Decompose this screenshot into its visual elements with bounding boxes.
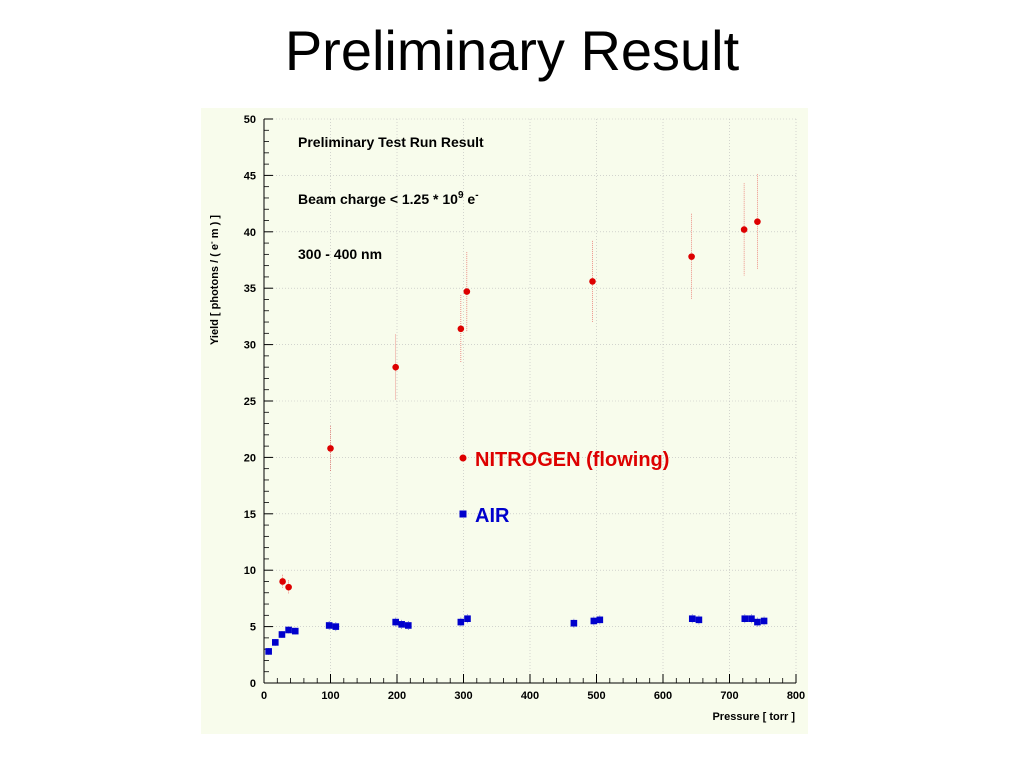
air-point xyxy=(748,615,755,623)
air-point xyxy=(392,618,399,626)
annotation-beam-charge: Beam charge < 1.25 * 109 e- xyxy=(298,190,479,207)
air-point xyxy=(754,618,761,626)
air-point xyxy=(332,623,340,630)
nitrogen-point xyxy=(279,578,286,585)
air-point xyxy=(741,615,749,623)
air-point xyxy=(760,617,768,625)
y-tick-label: 45 xyxy=(244,170,256,182)
plot-panel xyxy=(201,108,808,734)
x-tick-label: 700 xyxy=(720,690,738,702)
y-tick-label: 50 xyxy=(244,114,256,126)
beam-charge-text: Beam charge < 1.25 * 10 xyxy=(298,191,458,207)
nitrogen-point xyxy=(754,218,761,225)
legend-nitrogen-marker xyxy=(459,454,467,462)
x-axis-title: Pressure [ torr ] xyxy=(712,711,795,723)
beam-charge-unit-sup: - xyxy=(475,190,478,201)
air-point xyxy=(398,621,405,628)
y-tick-label: 10 xyxy=(244,565,256,577)
nitrogen-point xyxy=(285,583,292,591)
nitrogen-point xyxy=(740,226,748,233)
legend-air-marker xyxy=(459,510,467,518)
x-tick-label: 200 xyxy=(388,690,406,702)
air-point xyxy=(590,617,598,625)
y-tick-label: 20 xyxy=(244,452,256,464)
legend-air-label: AIR xyxy=(475,505,510,527)
y-tick-label: 35 xyxy=(244,283,256,295)
air-point xyxy=(695,616,703,624)
y-axis-title-end: m ) ] xyxy=(209,215,221,242)
beam-charge-unit: e xyxy=(464,191,476,207)
y-axis-title-superscript: - xyxy=(207,241,216,244)
air-point xyxy=(688,615,696,623)
x-tick-label: 800 xyxy=(787,690,805,702)
y-tick-label: 5 xyxy=(250,622,256,634)
x-tick-label: 0 xyxy=(261,690,267,702)
nitrogen-point xyxy=(688,253,695,260)
air-point xyxy=(285,626,292,634)
air-point xyxy=(272,639,279,646)
y-tick-label: 30 xyxy=(244,340,256,352)
y-axis-title: Yield [ photons / ( e- m ) ] xyxy=(207,215,221,345)
y-tick-label: 0 xyxy=(250,678,256,690)
air-point xyxy=(291,627,299,635)
data-points xyxy=(265,218,768,655)
air-point xyxy=(464,615,471,623)
annotation-run-result: Preliminary Test Run Result xyxy=(298,134,484,150)
x-tick-label: 600 xyxy=(654,690,672,702)
slide-title: Preliminary Result xyxy=(284,19,740,82)
x-tick-label: 300 xyxy=(454,690,472,702)
air-point xyxy=(457,618,465,626)
air-point xyxy=(570,619,578,627)
x-tick-label: 400 xyxy=(521,690,539,702)
nitrogen-point xyxy=(327,445,334,452)
nitrogen-point xyxy=(589,278,596,285)
nitrogen-point xyxy=(463,288,471,295)
air-point xyxy=(325,622,333,629)
beam-charge-exponent: 9 xyxy=(458,190,464,201)
air-point xyxy=(596,616,604,624)
y-tick-label: 25 xyxy=(244,396,256,408)
air-point xyxy=(405,622,412,629)
y-tick-label: 15 xyxy=(244,509,256,521)
nitrogen-point xyxy=(392,363,399,371)
air-point xyxy=(278,631,286,638)
x-tick-label: 500 xyxy=(587,690,605,702)
x-tick-label: 100 xyxy=(321,690,339,702)
legend-nitrogen-label: NITROGEN (flowing) xyxy=(475,449,669,471)
annotation-wavelength: 300 - 400 nm xyxy=(298,246,382,262)
y-axis-title-main: Yield [ photons / ( e xyxy=(209,244,221,345)
legend: NITROGEN (flowing) AIR xyxy=(459,449,669,527)
y-tick-label: 40 xyxy=(244,227,256,239)
air-point xyxy=(265,648,272,655)
nitrogen-point xyxy=(457,325,465,333)
